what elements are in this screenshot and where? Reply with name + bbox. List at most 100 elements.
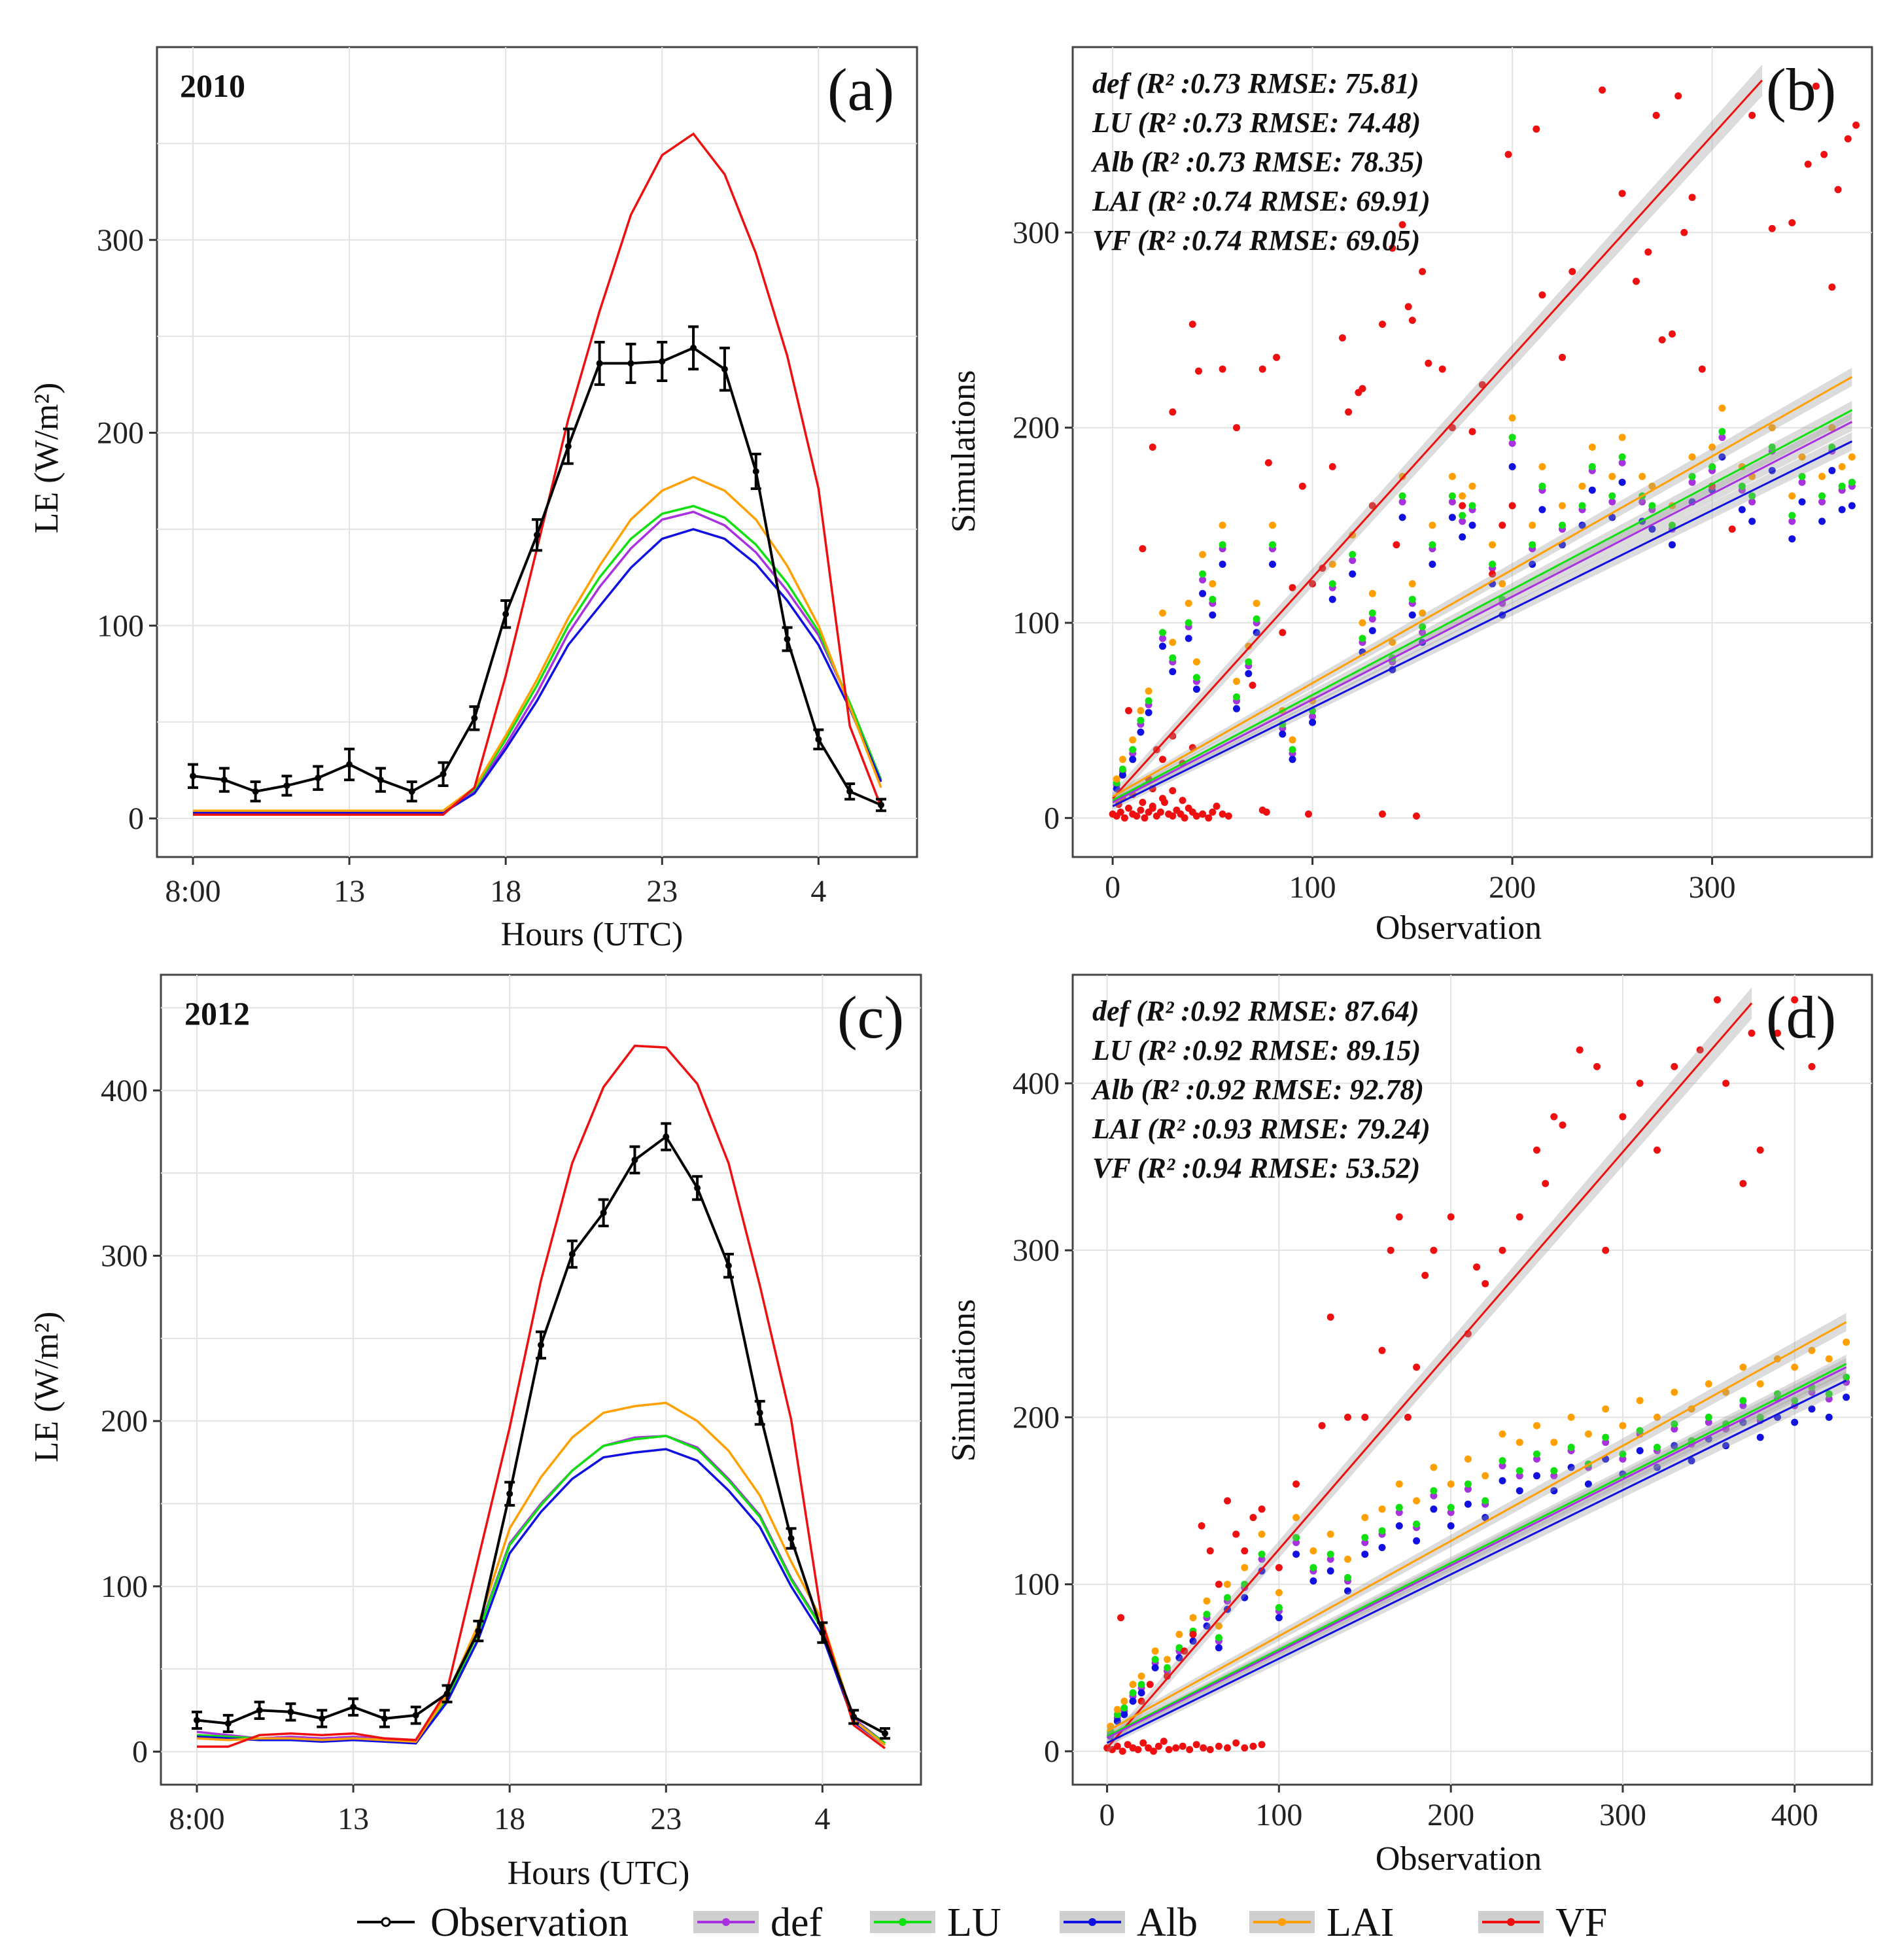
point-LU [1718,428,1726,436]
y-tick-label: 0 [1044,1734,1060,1769]
point-Alb [1843,1393,1850,1401]
y-tick-label: 0 [132,1734,148,1769]
point-LAI [1648,482,1656,490]
fit-line-LAI [1112,376,1853,797]
x-tick-label: 18 [490,874,521,909]
point-Alb [1279,730,1287,738]
point-def [1258,1555,1266,1563]
point-VF [1125,707,1132,714]
point-VF [1258,365,1266,373]
point-Alb [1413,1537,1421,1545]
point-LAI [1756,1380,1764,1388]
point-Alb [1768,466,1776,474]
point-LAI [1619,1422,1627,1429]
legend-swatch-marker [899,1918,907,1926]
point-Alb [1825,1413,1833,1421]
x-tick-label: 4 [814,1802,830,1836]
point-VF [1658,336,1666,343]
x-tick-label: 23 [650,1802,682,1836]
point-Alb [1129,756,1137,763]
point-VF [1169,408,1177,416]
point-VF [1404,303,1412,311]
x-tick-label: 100 [1289,870,1336,905]
panel-d: 0 100 200 300 400 0 100 200 300 400 def (R² :0.9… [945,973,1873,1878]
panel-d-points [1103,996,1850,1755]
point-LAI [1708,444,1716,451]
point-Alb [1671,1442,1678,1450]
point-VF [1289,584,1296,591]
x-tick-label: 8:00 [165,874,220,909]
point-VF [1146,1681,1154,1689]
point-Alb [1113,785,1120,793]
point-LU [1398,492,1406,500]
point-LU [1654,1443,1661,1451]
point-LU [1219,541,1226,549]
point-Alb [1722,1442,1730,1450]
panel-a-label: (a) [827,56,894,123]
point-VF [1213,802,1221,810]
point-Alb [1209,611,1217,619]
point-LU [1164,1664,1171,1671]
point-def [1395,1509,1403,1516]
point-VF [1139,799,1147,806]
panel-a-xlabel: Hours (UTC) [501,916,684,953]
obs-point [381,1715,388,1722]
point-VF [1359,385,1366,393]
point-VF [1756,1146,1764,1154]
point-LU [1608,492,1616,500]
point-LU [1825,1390,1833,1398]
stat-line: def (R² :0.73 RMSE: 75.81) [1092,67,1419,99]
point-VF [1199,810,1207,818]
point-Alb [1328,595,1336,603]
point-VF [1482,1280,1489,1287]
panel-d-frame [1071,973,1873,1786]
obs-point [319,1715,326,1722]
legend-swatch-marker [1088,1918,1096,1926]
obs-point [846,788,854,795]
point-VF [1249,682,1256,689]
obs-point [725,1262,732,1269]
point-VF [1118,1747,1126,1755]
point-VF [1820,150,1828,158]
panel-c-frame [160,973,922,1786]
point-def [1309,712,1317,720]
point-VF [1447,1213,1455,1221]
point-VF [1361,1413,1369,1421]
point-Alb [1838,506,1846,514]
panel-b-gridlines [1073,47,1872,857]
point-Alb [1499,1477,1506,1484]
point-Alb [1199,589,1207,597]
point-LU [1818,492,1826,500]
point-VF [1117,1614,1125,1622]
panel-c-ylabel: LE (W/m²) [28,1312,65,1463]
stat-line: VF (R² :0.94 RMSE: 53.52) [1092,1152,1420,1184]
panel-d-y-ticks: 0 100 200 300 400 [1013,1066,1073,1769]
y-tick-label: 300 [1013,215,1060,250]
point-Alb [1482,1514,1489,1522]
point-VF [1459,502,1466,510]
point-LAI [1328,561,1336,568]
point-LAI [1489,541,1497,549]
point-VF [1125,804,1132,812]
point-LAI [1578,482,1586,490]
point-LAI [1705,1380,1712,1388]
point-Alb [1215,1644,1222,1652]
point-LU [1688,472,1696,480]
point-LAI [1516,1439,1523,1446]
point-VF [1232,1739,1240,1747]
point-LAI [1828,424,1836,432]
y-tick-label: 300 [97,223,144,258]
point-Alb [1361,1550,1369,1558]
point-LAI [1245,642,1253,650]
point-VF [1262,808,1270,816]
point-VF [1618,190,1626,198]
point-LAI [1389,639,1396,646]
point-Alb [1120,1711,1128,1719]
point-LAI [1671,1388,1678,1396]
point-def [1798,478,1806,486]
panel-a-year: 2010 [180,67,245,104]
point-VF [1499,521,1506,529]
point-def [1533,1455,1540,1463]
point-VF [1674,92,1682,100]
point-Alb [1275,1614,1283,1622]
